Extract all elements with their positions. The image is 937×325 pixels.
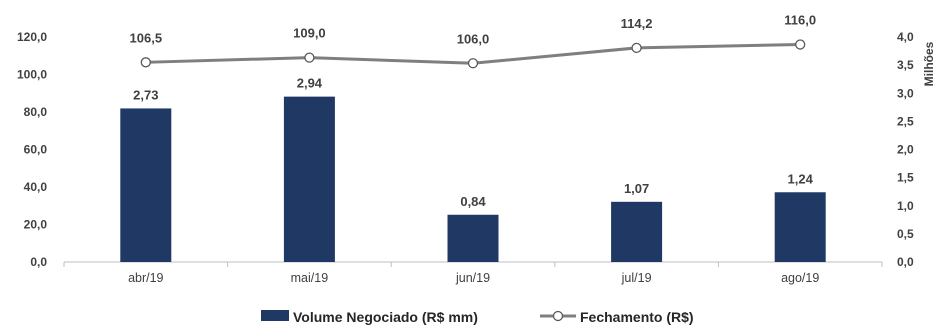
bar <box>120 108 172 262</box>
bar <box>447 214 499 262</box>
y-left-tick-label: 60,0 <box>24 143 48 157</box>
legend-bar-swatch <box>261 310 289 321</box>
bar-data-label: 0,84 <box>460 194 486 209</box>
line-series: 106,5 109,0 106,0 114,2 116,0 <box>130 13 816 69</box>
y-left-tick-label: 20,0 <box>24 218 48 232</box>
legend-bar-label: Volume Negociado (R$ mm) <box>293 309 478 325</box>
line-marker <box>631 42 642 54</box>
x-tick-label: jul/19 <box>621 271 652 285</box>
left-axis: 0,0 20,0 40,0 60,0 80,0 100,0 120,0 <box>17 30 47 269</box>
y-right-tick-label: 4,0 <box>897 30 914 44</box>
legend: Volume Negociado (R$ mm) Fechamento (R$) <box>261 309 694 325</box>
legend-line-label: Fechamento (R$) <box>580 309 694 325</box>
x-tick-label: jun/19 <box>455 271 490 285</box>
line-marker <box>467 58 479 69</box>
x-tick-label: abr/19 <box>128 271 163 285</box>
line-data-label: 114,2 <box>621 16 653 31</box>
right-axis-title: Milhões <box>922 41 936 86</box>
y-right-tick-label: 3,5 <box>897 58 914 72</box>
bar <box>774 192 826 262</box>
y-right-tick-label: 0,0 <box>897 255 914 269</box>
right-axis: 0,0 0,5 1,0 1,5 2,0 2,5 3,0 3,5 4,0 <box>897 30 914 269</box>
bar <box>283 96 335 262</box>
legend-line-marker <box>552 310 564 322</box>
line-marker <box>304 52 315 63</box>
bar-data-label: 2,73 <box>133 87 158 102</box>
y-left-tick-label: 0,0 <box>30 255 47 269</box>
bar-data-label: 2,94 <box>297 76 323 91</box>
line-data-label: 106,0 <box>457 31 490 46</box>
line-data-label: 106,5 <box>130 30 163 45</box>
bar-data-label: 1,24 <box>788 171 814 186</box>
bar-series: 2,73 2,94 0,84 1,07 1,24 <box>120 76 826 262</box>
line-marker <box>795 39 806 50</box>
y-right-tick-label: 3,0 <box>897 86 914 100</box>
line-marker <box>140 57 151 68</box>
y-left-tick-label: 40,0 <box>24 180 48 194</box>
bar-data-label: 1,07 <box>624 181 649 196</box>
y-left-tick-label: 80,0 <box>24 105 48 119</box>
y-right-tick-label: 0,5 <box>897 227 914 241</box>
line-data-label: 109,0 <box>293 26 326 41</box>
y-right-tick-label: 2,5 <box>897 114 914 128</box>
bar <box>611 201 663 262</box>
y-left-tick-label: 100,0 <box>17 68 47 82</box>
y-left-tick-label: 120,0 <box>17 30 47 44</box>
x-axis: abr/19 mai/19 jun/19 jul/19 ago/19 <box>63 262 883 285</box>
y-right-tick-label: 1,0 <box>897 199 914 213</box>
x-tick-label: mai/19 <box>291 271 329 285</box>
y-right-tick-label: 2,0 <box>897 143 914 157</box>
y-right-tick-label: 1,5 <box>897 171 914 185</box>
line-data-label: 116,0 <box>784 13 816 28</box>
x-tick-label: ago/19 <box>781 271 819 285</box>
